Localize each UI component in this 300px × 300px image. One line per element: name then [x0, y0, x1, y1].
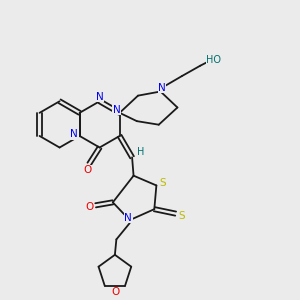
Text: S: S — [179, 211, 185, 221]
Text: N: N — [158, 83, 166, 93]
Text: O: O — [111, 287, 120, 297]
Text: HO: HO — [206, 56, 221, 65]
Text: O: O — [84, 165, 92, 175]
Text: H: H — [137, 147, 144, 157]
Text: S: S — [160, 178, 166, 188]
Text: N: N — [124, 213, 132, 223]
Text: N: N — [96, 92, 104, 102]
Text: N: N — [70, 130, 78, 140]
Text: O: O — [85, 202, 93, 212]
Text: N: N — [113, 105, 121, 115]
